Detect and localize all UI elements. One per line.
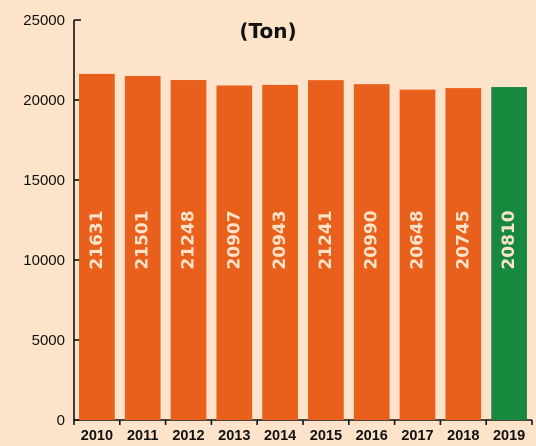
y-tick-label: 15000 <box>23 172 65 189</box>
y-tick-label: 0 <box>57 412 65 429</box>
bar-2015 <box>308 80 344 421</box>
bar-2018 <box>445 88 482 420</box>
x-tick-label-2015: 2015 <box>310 428 342 444</box>
bar-2019 <box>491 87 527 420</box>
bar-2016 <box>353 84 390 420</box>
y-axis: 0 5000 10000 15000 20000 25000 <box>23 12 81 429</box>
data-label-2013: 20907 <box>224 210 244 269</box>
y-tick-label: 25000 <box>23 12 65 29</box>
y-tick-label: 5000 <box>32 332 65 349</box>
bar-2013 <box>216 85 253 420</box>
x-tick-label-2014: 2014 <box>264 428 296 444</box>
bar-2012 <box>170 80 207 421</box>
chart-title: (Ton) <box>239 19 296 43</box>
x-tick-label-2018: 2018 <box>447 428 479 444</box>
y-tick-label: 20000 <box>23 92 65 109</box>
bars <box>79 73 527 421</box>
x-tick-label-2012: 2012 <box>172 428 204 444</box>
y-tick-label: 10000 <box>23 252 65 269</box>
bar-2017 <box>399 89 436 420</box>
data-label-2019: 20810 <box>499 210 519 269</box>
data-label-2010: 21631 <box>87 210 107 269</box>
data-label-2015: 21241 <box>316 210 336 269</box>
bar-2011 <box>124 75 161 420</box>
bar-2010 <box>79 73 115 421</box>
data-label-2012: 21248 <box>179 210 199 269</box>
data-labels: 21631 21501 21248 20907 20943 21241 20990 20648… <box>87 210 519 269</box>
x-axis: 2010 2011 2012 2013 2014 2015 2016 2017 2018 2019 <box>73 419 533 444</box>
data-label-2018: 20745 <box>453 210 473 269</box>
x-tick-label-2016: 2016 <box>356 428 388 444</box>
data-label-2011: 21501 <box>133 210 153 269</box>
data-label-2016: 20990 <box>362 210 382 269</box>
bar-2014 <box>262 84 298 421</box>
data-label-2014: 20943 <box>270 210 290 269</box>
x-tick-label-2019: 2019 <box>493 428 525 444</box>
x-tick-label-2013: 2013 <box>218 428 250 444</box>
x-tick-label-2011: 2011 <box>127 428 158 444</box>
x-tick-label-2017: 2017 <box>401 428 433 444</box>
x-tick-label-2010: 2010 <box>81 428 113 444</box>
data-label-2017: 20648 <box>408 210 428 269</box>
